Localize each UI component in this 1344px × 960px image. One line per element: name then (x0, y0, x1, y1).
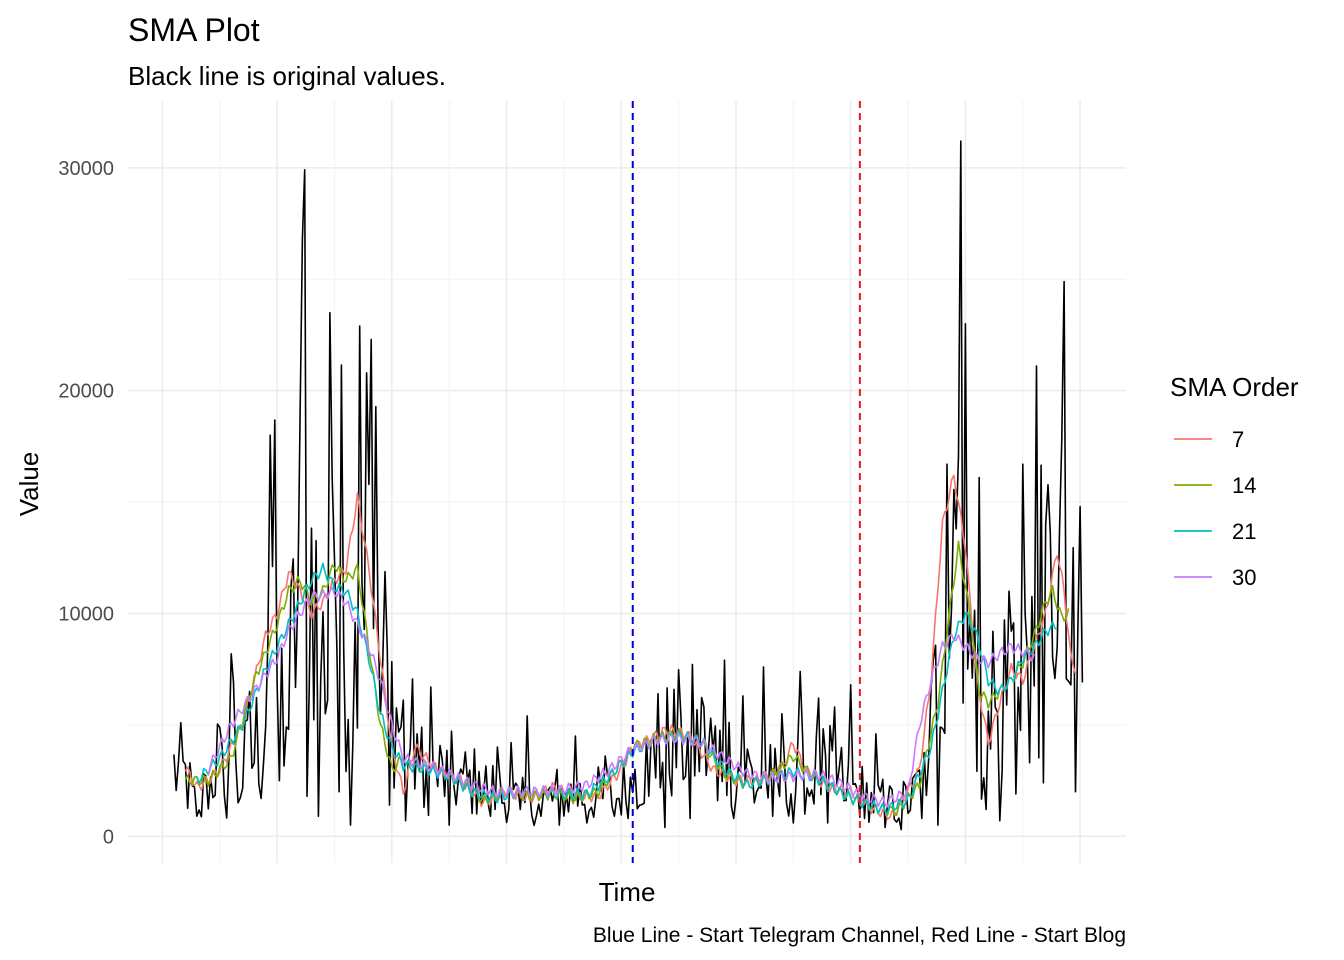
legend-label-30: 30 (1232, 565, 1256, 590)
legend-label-14: 14 (1232, 473, 1256, 498)
sma-7-line (184, 474, 1077, 821)
y-tick-label: 0 (103, 826, 114, 848)
chart-caption: Blue Line - Start Telegram Channel, Red … (593, 924, 1126, 947)
grid (128, 101, 1126, 863)
chart-title: SMA Plot (128, 12, 260, 48)
legend-items: 7 14 21 30 (1174, 427, 1256, 590)
x-axis-label: Time (599, 877, 656, 907)
y-tick-label: 10000 (58, 603, 114, 625)
y-tick-label: 30000 (58, 158, 114, 180)
original-series-line (173, 140, 1084, 831)
legend-label-21: 21 (1232, 519, 1256, 544)
legend-label-7: 7 (1232, 427, 1244, 452)
legend: SMA Order 7 14 21 30 (1170, 372, 1299, 590)
y-tick-label: 20000 (58, 381, 114, 403)
sma-21-line (196, 562, 1058, 815)
y-axis-ticks: 0 10000 20000 30000 (58, 158, 114, 848)
legend-title: SMA Order (1170, 372, 1299, 402)
chart-subtitle: Black line is original values. (128, 61, 446, 91)
y-axis-label: Value (14, 452, 44, 517)
event-vlines (631, 101, 861, 863)
original-values-line (173, 140, 1084, 831)
sma-series (184, 474, 1077, 821)
sma-30-line (207, 586, 1035, 808)
